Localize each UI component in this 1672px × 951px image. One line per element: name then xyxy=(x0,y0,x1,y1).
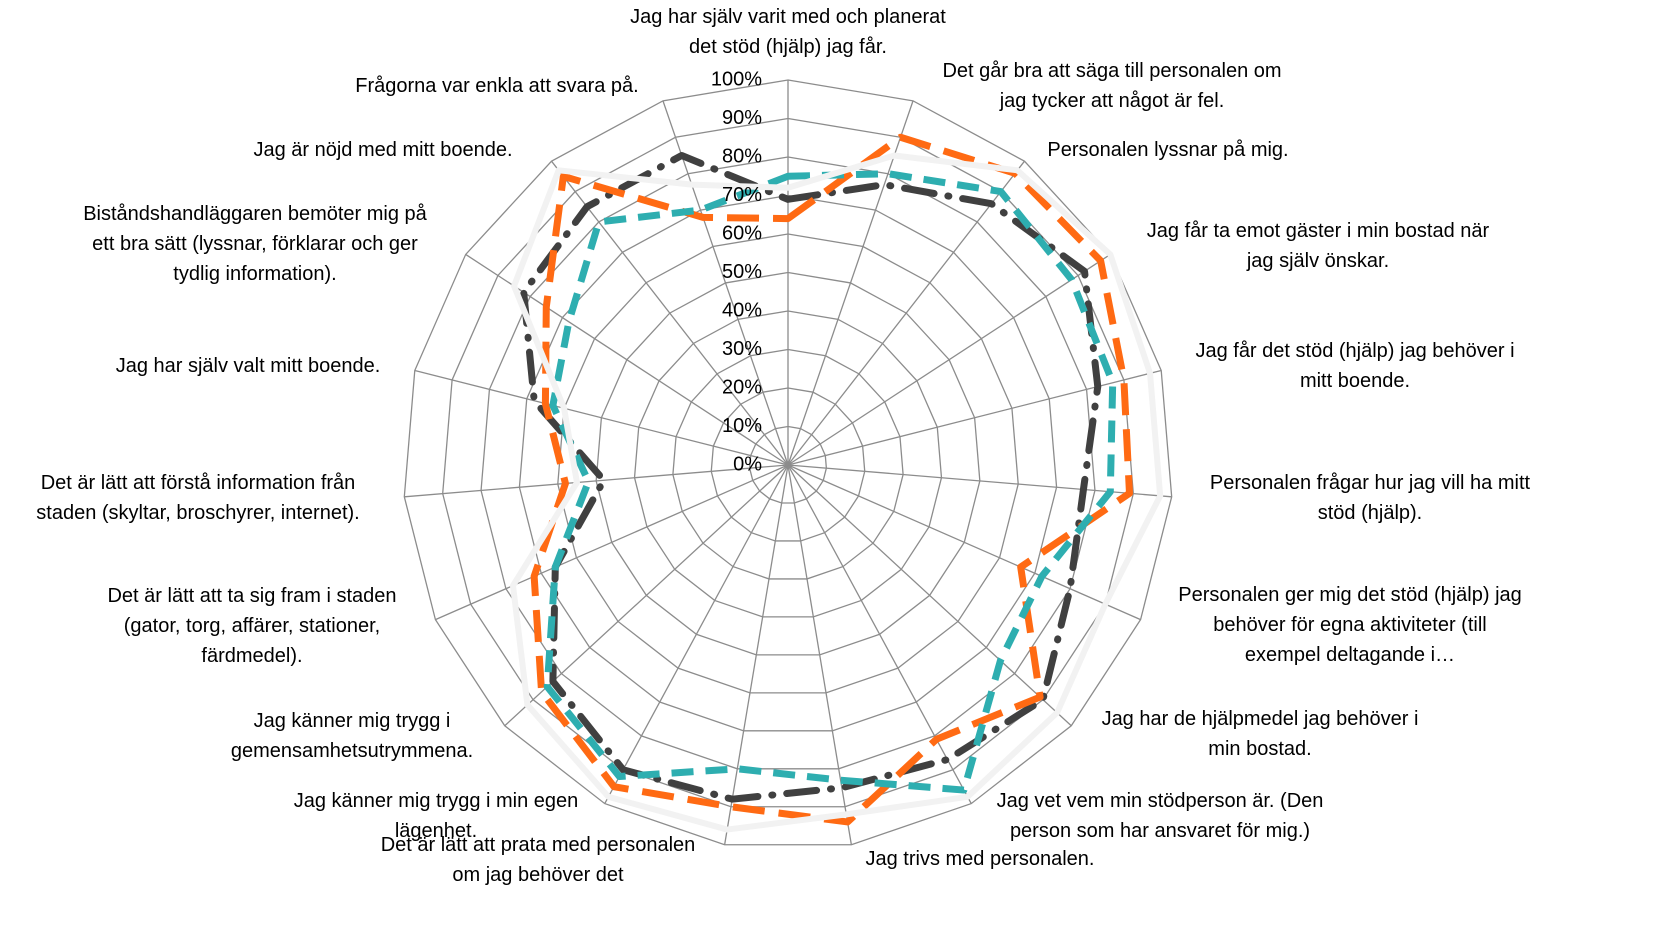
category-label-line: staden (skyltar, broschyrer, internet). xyxy=(36,502,359,524)
category-label: Personalen ger mig det stöd (hjälp) jag b… xyxy=(1178,584,1522,666)
y-tick-label: 30% xyxy=(722,338,762,360)
grid-ring xyxy=(518,194,1058,732)
category-label: Det är lätt att förstå information från s… xyxy=(36,472,359,524)
category-label-line: jag själv önskar. xyxy=(1246,250,1389,272)
category-label-line: jag tycker att något är fel. xyxy=(999,90,1225,112)
category-label-line: Jag känner mig trygg i min egen xyxy=(294,790,579,812)
grid-ring xyxy=(595,271,981,656)
y-tick-label: 80% xyxy=(722,145,762,167)
y-tick-label: 10% xyxy=(722,415,762,437)
category-label: Jag vet vem min stödperson är. (Den perso… xyxy=(997,790,1324,842)
category-label-line: Det är lätt att förstå information från xyxy=(41,472,356,494)
y-tick-label: 90% xyxy=(722,107,762,129)
series-line xyxy=(509,152,1164,833)
category-label: Det går bra att säga till personalen om j… xyxy=(942,60,1281,112)
category-label: Jag har själv valt mitt boende. xyxy=(116,355,381,377)
y-tick-label: 60% xyxy=(722,222,762,244)
category-label-line: det stöd (hjälp) jag får. xyxy=(689,36,887,58)
category-label-line: Jag har själv valt mitt boende. xyxy=(116,355,381,377)
category-label-line: person som har ansvaret för mig.) xyxy=(1010,820,1310,842)
category-label-line: ett bra sätt (lyssnar, förklarar och ger xyxy=(92,233,418,255)
y-tick-label: 70% xyxy=(722,184,762,206)
y-tick-label: 20% xyxy=(722,376,762,398)
category-label-line: Personalen ger mig det stöd (hjälp) jag xyxy=(1178,584,1522,606)
y-tick-label: 50% xyxy=(722,261,762,283)
series-line xyxy=(543,170,1117,794)
category-label-line: Det är lätt att prata med personalen xyxy=(381,834,696,856)
category-label-line: Jag känner mig trygg i xyxy=(254,710,451,732)
y-tick-label: 100% xyxy=(711,68,762,90)
category-label: Jag är nöjd med mitt boende. xyxy=(253,139,512,161)
category-label-line: Personalen lyssnar på mig. xyxy=(1047,139,1288,161)
category-label-line: Jag är nöjd med mitt boende. xyxy=(253,139,512,161)
category-label: Jag får det stöd (hjälp) jag behöver i mi… xyxy=(1195,340,1514,392)
category-label-line: behöver för egna aktiviteter (till xyxy=(1213,614,1486,636)
category-label: Jag känner mig trygg i gemensamhetsutrymm… xyxy=(231,710,473,762)
category-label: Jag trivs med personalen. xyxy=(865,848,1094,870)
category-label: Personalen lyssnar på mig. xyxy=(1047,139,1288,161)
category-label: Frågorna var enkla att svara på. xyxy=(355,75,638,97)
category-label-line: Jag har de hjälpmedel jag behöver i xyxy=(1102,708,1419,730)
category-label: Jag får ta emot gäster i min bostad när j… xyxy=(1147,220,1490,272)
category-label-line: Jag trivs med personalen. xyxy=(865,848,1094,870)
category-label-line: tydlig information). xyxy=(173,263,336,285)
category-label-line: om jag behöver det xyxy=(452,864,624,886)
category-label-line: Jag får det stöd (hjälp) jag behöver i xyxy=(1195,340,1514,362)
category-label-line: min bostad. xyxy=(1208,738,1311,760)
category-label-line: Biståndshandläggaren bemöter mig på xyxy=(83,203,427,225)
y-tick-label: 40% xyxy=(722,299,762,321)
grid-ring xyxy=(672,348,904,580)
category-label-line: mitt boende. xyxy=(1300,370,1410,392)
category-label: Biståndshandläggaren bemöter mig på ett b… xyxy=(83,203,427,285)
category-label-line: gemensamhetsutrymmena. xyxy=(231,740,473,762)
category-label-line: Frågorna var enkla att svara på. xyxy=(355,75,638,97)
category-label-line: exempel deltagande i… xyxy=(1245,644,1455,666)
series-line xyxy=(520,151,1102,803)
category-label-line: lägenhet. xyxy=(395,820,477,842)
category-label: Det är lätt att prata med personalen om j… xyxy=(381,834,696,886)
grid-ring xyxy=(557,233,1019,694)
series-line xyxy=(530,133,1133,826)
y-tick-label: 0% xyxy=(733,453,762,475)
grid-ring xyxy=(748,425,828,504)
category-label-line: Jag får ta emot gäster i min bostad när xyxy=(1147,220,1490,242)
grid-ring xyxy=(710,387,866,542)
category-label-line: Personalen frågar hur jag vill ha mitt xyxy=(1210,472,1531,494)
category-label: Personalen frågar hur jag vill ha mitt st… xyxy=(1210,472,1531,524)
category-label-line: Det är lätt att ta sig fram i staden xyxy=(107,585,396,607)
category-label: Jag har de hjälpmedel jag behöver i min b… xyxy=(1102,708,1419,760)
category-label: Det är lätt att ta sig fram i staden (gat… xyxy=(107,585,396,667)
grid-ring xyxy=(633,310,943,618)
category-label-line: färdmedel). xyxy=(201,645,302,667)
category-label-line: (gator, torg, affärer, stationer, xyxy=(124,615,380,637)
category-label: Jag har själv varit med och planerat det … xyxy=(630,6,946,58)
category-label-line: Det går bra att säga till personalen om xyxy=(942,60,1281,82)
category-label: Jag känner mig trygg i min egen lägenhet. xyxy=(294,790,579,842)
category-label-line: Jag vet vem min stödperson är. (Den xyxy=(997,790,1324,812)
category-label-line: stöd (hjälp). xyxy=(1318,502,1423,524)
category-label-line: Jag har själv varit med och planerat xyxy=(630,6,946,28)
